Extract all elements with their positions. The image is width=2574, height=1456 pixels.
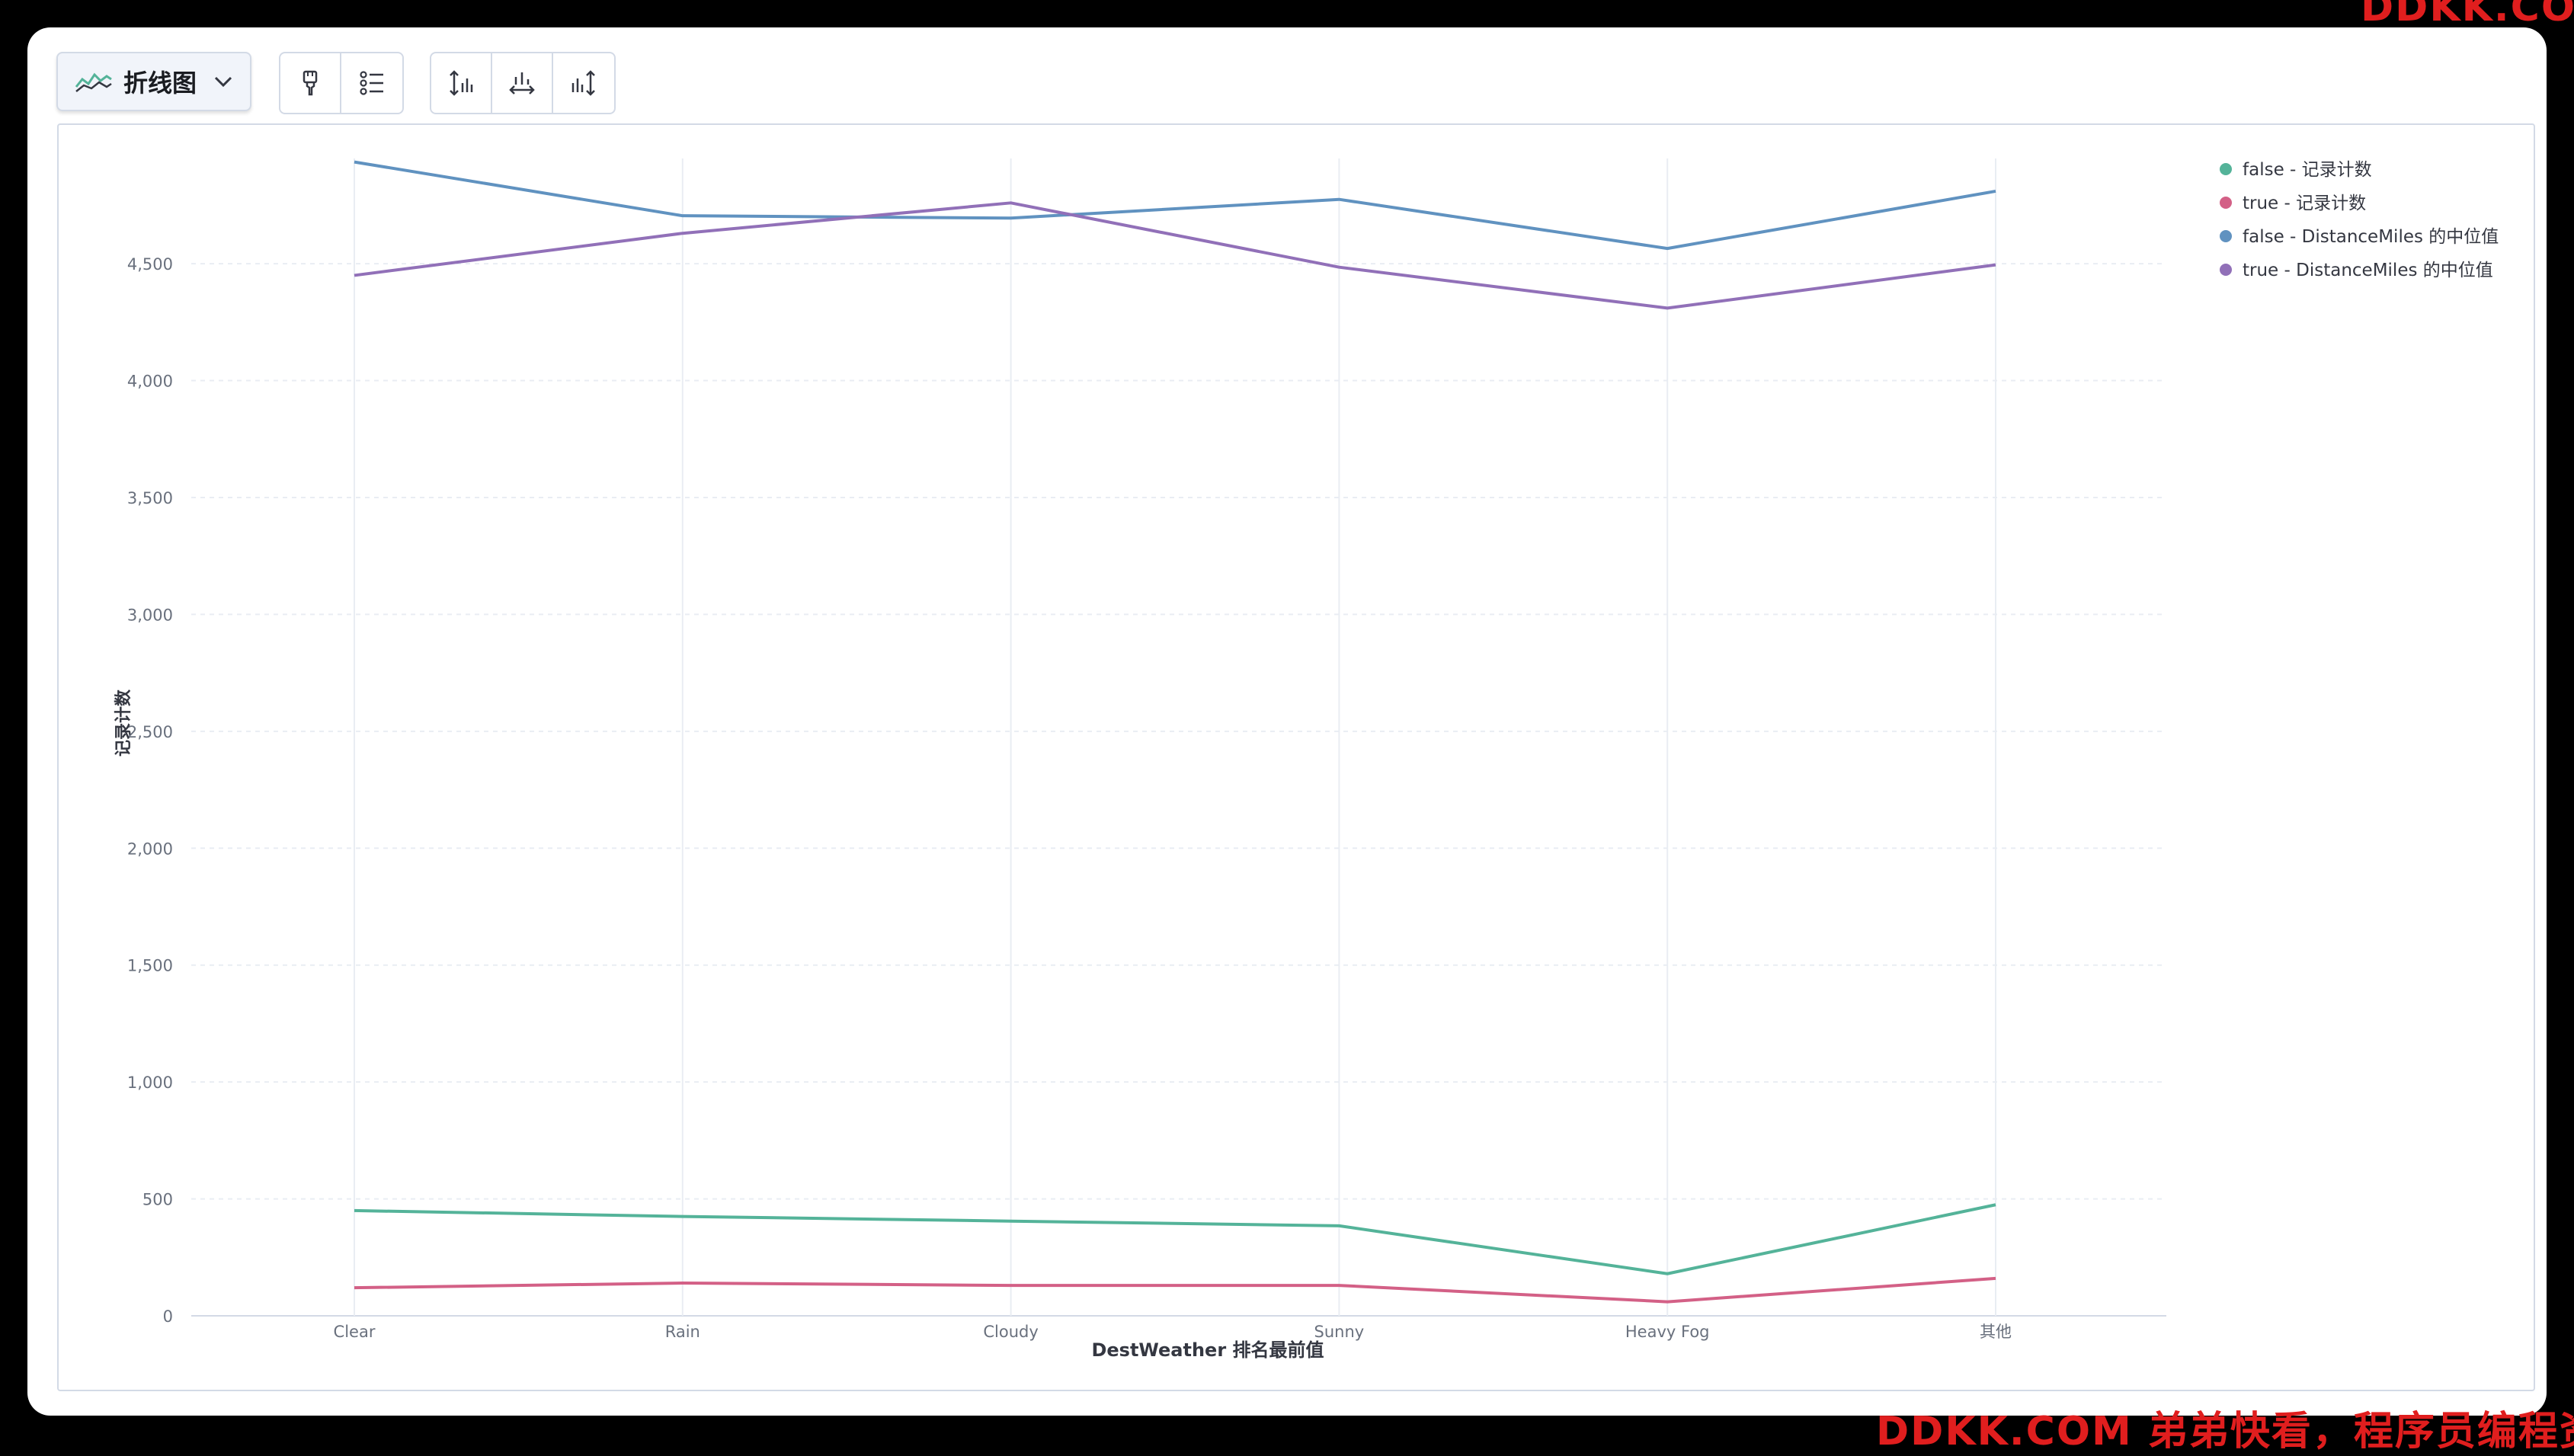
paint-brush-icon (303, 70, 318, 96)
legend-label: false - DistanceMiles 的中位值 (2243, 227, 2499, 247)
line-chart: 0 500 1,000 1,500 2,000 2,500 3,000 3,500 4,000 4… (114, 158, 2499, 1361)
right-axis-icon (571, 70, 595, 96)
y-tick-label: 1,000 (127, 1074, 173, 1092)
visual-options-button[interactable] (280, 53, 341, 113)
legend-dot (2220, 230, 2232, 242)
y-tick-label: 4,500 (127, 255, 173, 274)
visualization-panel: 折线图 (27, 27, 2547, 1416)
series-line-2 (354, 160, 1996, 251)
y-axis-tick-labels: 0 500 1,000 1,500 2,000 2,500 3,000 3,500 4,000 4… (127, 255, 173, 1326)
chevron-down-icon (214, 76, 232, 88)
line-chart-icon (75, 72, 112, 92)
display-options-group (279, 52, 404, 114)
legend-item[interactable]: false - DistanceMiles 的中位值 (2220, 227, 2499, 247)
right-axis-button[interactable] (553, 53, 614, 113)
x-tick-label: Clear (334, 1323, 376, 1341)
watermark-top-right: DDKK.COM (2361, 0, 2574, 30)
legend-dot (2220, 197, 2232, 209)
x-axis-tick-labels: Clear Rain Cloudy Sunny Heavy Fog 其他 (334, 1323, 2012, 1341)
y-tick-label: 2,000 (127, 840, 173, 858)
list-icon (360, 71, 383, 95)
left-axis-button[interactable] (431, 53, 492, 113)
x-tick-label: Heavy Fog (1625, 1323, 1710, 1341)
y-tick-label: 2,500 (127, 723, 173, 741)
x-tick-label: Cloudy (983, 1323, 1038, 1341)
watermark-bottom: DDKK.COM 弟弟快看，程序员编程资料站 (1876, 1409, 2574, 1454)
legend-dot (2220, 163, 2232, 175)
x-tick-label: Sunny (1314, 1323, 1365, 1341)
horizontal-gridlines (191, 263, 2166, 1317)
series-line-3 (354, 201, 1996, 310)
legend-button[interactable] (341, 53, 402, 113)
axis-options-group (430, 52, 616, 114)
legend-item[interactable]: true - DistanceMiles 的中位值 (2220, 261, 2493, 280)
legend: false - 记录计数 true - 记录计数 false - DistanceM… (2220, 160, 2499, 280)
bottom-axis-icon (509, 72, 535, 94)
y-axis-title: 记录计数 (114, 689, 133, 757)
legend-item[interactable]: true - 记录计数 (2220, 194, 2366, 213)
y-tick-label: 1,500 (127, 957, 173, 975)
chart-type-selector[interactable]: 折线图 (56, 52, 251, 111)
y-tick-label: 0 (163, 1307, 173, 1326)
legend-label: true - 记录计数 (2243, 194, 2366, 213)
y-tick-label: 3,500 (127, 489, 173, 507)
x-tick-label: Rain (665, 1323, 700, 1341)
legend-dot (2220, 264, 2232, 276)
vertical-gridlines (354, 158, 1996, 1316)
chart-frame: 0 500 1,000 1,500 2,000 2,500 3,000 3,500 4,000 4… (57, 123, 2535, 1391)
y-tick-label: 500 (142, 1191, 173, 1209)
series-lines (354, 160, 1996, 1304)
bottom-axis-button[interactable] (492, 53, 553, 113)
y-tick-label: 3,000 (127, 606, 173, 624)
legend-item[interactable]: false - 记录计数 (2220, 160, 2372, 180)
legend-label: true - DistanceMiles 的中位值 (2243, 261, 2493, 280)
left-axis-icon (450, 70, 473, 96)
series-line-1 (354, 1276, 1996, 1304)
legend-label: false - 记录计数 (2243, 160, 2372, 180)
x-axis-title: DestWeather 排名最前值 (1091, 1339, 1324, 1361)
chart-type-label: 折线图 (123, 69, 197, 98)
y-tick-label: 4,000 (127, 373, 173, 391)
series-line-0 (354, 1203, 1996, 1275)
x-tick-label: 其他 (1980, 1323, 2012, 1341)
